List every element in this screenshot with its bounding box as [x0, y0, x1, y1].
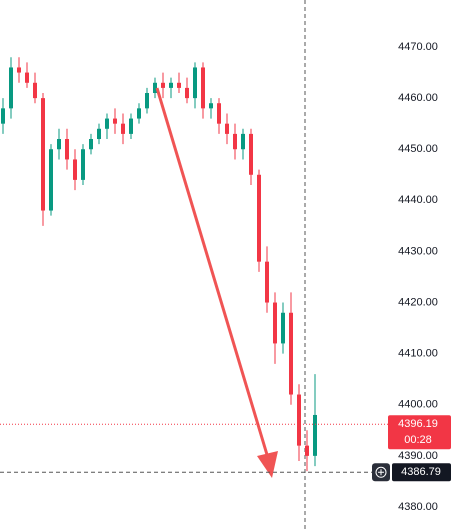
candle-body — [105, 118, 109, 129]
y-tick-label: 4440.00 — [398, 194, 438, 206]
candle-body — [9, 67, 13, 109]
candle-body — [1, 108, 5, 124]
crosshair-icon — [375, 466, 387, 478]
candle-body — [169, 82, 173, 88]
candle-body — [225, 123, 229, 134]
crosshair-icon-plus — [378, 469, 384, 476]
candle-body — [249, 133, 253, 175]
candle-body — [33, 82, 37, 99]
candle-body — [137, 108, 141, 119]
candle-body — [265, 261, 269, 303]
candle-body — [89, 139, 93, 150]
candle-body — [145, 93, 149, 109]
candle-body — [193, 67, 197, 99]
y-tick-label: 4480.00 — [398, 0, 438, 2]
candle-body — [73, 159, 77, 180]
candle-body — [121, 123, 125, 134]
candle-body — [49, 149, 53, 211]
candle-body — [65, 139, 69, 160]
last-price-box — [388, 415, 451, 450]
candle-body — [57, 139, 61, 150]
candles — [1, 57, 317, 472]
candle-body — [129, 118, 133, 134]
y-tick-label: 4400.00 — [398, 399, 438, 411]
y-tick-label: 4450.00 — [398, 143, 438, 155]
y-tick-label: 4470.00 — [398, 41, 438, 53]
candle-body — [241, 133, 245, 150]
candle-body — [217, 103, 221, 124]
candle-body — [17, 67, 21, 73]
candle-body — [257, 174, 261, 262]
candle-body — [161, 82, 165, 88]
candle-body — [41, 98, 45, 211]
candle-body — [209, 103, 213, 109]
candle-body — [297, 394, 301, 446]
countdown-label: 00:28 — [404, 434, 432, 446]
y-tick-label: 4420.00 — [398, 296, 438, 308]
arrow-shaft — [155, 87, 270, 459]
candle-body — [153, 82, 157, 94]
candle-body — [273, 302, 277, 344]
candle-body — [177, 82, 181, 88]
arrow-head — [257, 451, 278, 478]
y-tick-label: 4380.00 — [398, 501, 438, 513]
candle-body — [281, 312, 285, 344]
candle-body — [305, 445, 309, 456]
crosshair-price-box — [392, 463, 451, 482]
candle-body — [81, 149, 85, 180]
candle-body — [313, 414, 317, 456]
last-price-label: 4396.19 — [398, 418, 438, 430]
y-tick-label: 4390.00 — [398, 450, 438, 462]
candle-body — [185, 87, 189, 99]
y-tick-label: 4410.00 — [398, 348, 438, 360]
candle-body — [25, 72, 29, 83]
candle-body — [201, 67, 205, 109]
y-tick-label: 4460.00 — [398, 92, 438, 104]
crosshair-price-label: 4386.79 — [401, 466, 441, 478]
candle-body — [233, 133, 237, 150]
candle-body — [113, 118, 117, 124]
candle-body — [97, 128, 101, 140]
y-tick-label: 4430.00 — [398, 245, 438, 257]
candle-body — [289, 312, 293, 395]
